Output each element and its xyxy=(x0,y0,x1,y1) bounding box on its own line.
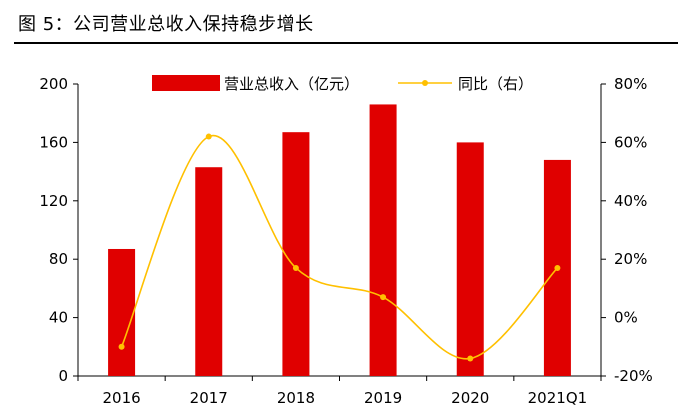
x-tick-label: 2019 xyxy=(364,389,402,407)
right-tick-label: -20% xyxy=(614,367,653,385)
left-tick-label: 0 xyxy=(58,367,68,385)
revenue-bar xyxy=(282,132,310,376)
left-tick-label: 120 xyxy=(39,192,68,210)
yoy-growth-point xyxy=(380,294,387,301)
right-tick-label: 0% xyxy=(614,309,638,327)
left-tick-label: 200 xyxy=(39,75,68,93)
title-underline xyxy=(14,42,678,44)
legend-line-label: 同比（右） xyxy=(458,75,533,93)
x-tick-label: 2017 xyxy=(190,389,228,407)
x-tick-label: 2021Q1 xyxy=(528,389,588,407)
figure-title: 图 5：公司营业总收入保持稳步增长 xyxy=(18,14,314,35)
right-tick-label: 80% xyxy=(614,75,647,93)
legend-bar-swatch xyxy=(152,75,220,91)
x-tick-label: 2016 xyxy=(102,389,140,407)
yoy-growth-line xyxy=(120,134,558,360)
left-tick-label: 80 xyxy=(49,250,68,268)
revenue-bar xyxy=(108,248,136,376)
yoy-growth-point xyxy=(118,343,125,350)
yoy-growth-point xyxy=(205,133,212,140)
legend-line-marker xyxy=(422,80,428,86)
left-tick-label: 40 xyxy=(49,309,68,327)
yoy-growth-point xyxy=(292,264,299,271)
x-tick-label: 2018 xyxy=(277,389,315,407)
right-tick-label: 60% xyxy=(614,133,647,151)
right-tick-label: 20% xyxy=(614,250,647,268)
legend-bar-label: 营业总收入（亿元） xyxy=(224,75,359,93)
left-tick-label: 160 xyxy=(39,133,68,151)
x-tick-label: 2020 xyxy=(451,389,489,407)
yoy-growth-point xyxy=(467,355,474,362)
revenue-bar xyxy=(456,142,484,376)
right-tick-label: 40% xyxy=(614,192,647,210)
revenue-bar xyxy=(195,167,223,376)
yoy-growth-point xyxy=(554,264,561,271)
revenue-bar xyxy=(369,104,397,376)
